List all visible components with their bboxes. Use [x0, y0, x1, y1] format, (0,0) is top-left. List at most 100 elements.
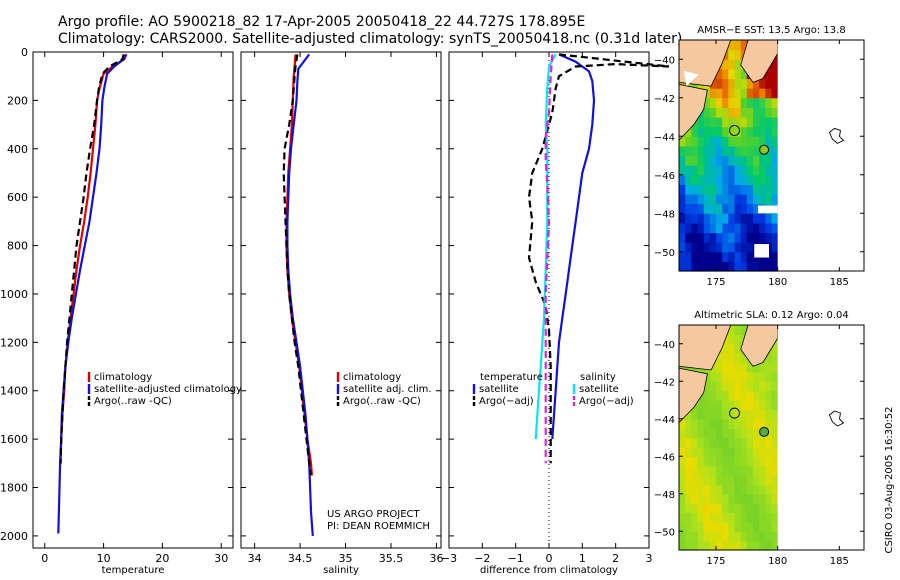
map-cell — [740, 353, 748, 364]
map-cell — [722, 203, 729, 214]
map-cell — [765, 503, 773, 514]
map-cell — [759, 261, 766, 272]
map-cell — [734, 418, 742, 429]
map-cell — [703, 475, 711, 485]
map-y-tick-label: −48 — [654, 209, 675, 220]
map-cell — [716, 418, 723, 429]
map-cell — [740, 475, 748, 485]
map-cell — [771, 446, 779, 457]
map-cell — [722, 381, 729, 392]
map-cell — [709, 484, 717, 495]
map-cell — [740, 88, 748, 99]
map-cell — [740, 213, 748, 224]
map-cell — [679, 165, 686, 176]
map-cell — [771, 97, 779, 108]
map-cell — [691, 174, 699, 185]
map-cell — [771, 493, 779, 504]
map-cell — [697, 446, 705, 457]
series-line-argo-raw-qc- — [282, 54, 313, 476]
map-cell — [734, 334, 742, 345]
map-cell — [691, 531, 699, 542]
map-cell — [734, 126, 742, 137]
map-cell — [753, 203, 760, 214]
map-cell — [722, 242, 729, 253]
map-cell — [765, 465, 773, 476]
map-cell — [740, 145, 748, 157]
map-cell — [703, 381, 711, 392]
map-cell — [716, 174, 723, 185]
map-cell — [746, 78, 754, 89]
map-cell — [765, 155, 773, 166]
map-cell — [685, 136, 692, 147]
map-cell — [722, 107, 729, 118]
map-cell — [716, 97, 723, 108]
y-tick-label: 1800 — [0, 482, 28, 495]
credit-pi: PI: DEAN ROEMMICH — [327, 521, 430, 532]
legend-label: satellite — [479, 384, 519, 395]
y-tick-label: 1400 — [0, 385, 28, 398]
map-cell — [728, 465, 736, 476]
map-cell — [765, 409, 773, 420]
map-cell — [740, 261, 748, 272]
map-cell — [697, 475, 705, 485]
map-cell — [753, 261, 760, 272]
legend-label: climatology — [94, 372, 152, 383]
map-cell — [722, 409, 729, 420]
map-cell — [728, 242, 736, 253]
x-tick-label: 20 — [155, 552, 169, 565]
map-cell — [734, 165, 742, 176]
map-cell — [679, 203, 686, 214]
map-cell — [753, 107, 760, 118]
island-outline — [729, 407, 740, 419]
map-cell — [753, 362, 760, 373]
map-cell — [685, 232, 692, 243]
map-cell — [679, 475, 686, 485]
map-cell — [722, 512, 729, 523]
map-cell — [753, 174, 760, 185]
map-cell — [771, 107, 779, 118]
map-cell — [709, 107, 717, 118]
map-y-tick-label: −40 — [654, 55, 675, 66]
x-tick-label: −2 — [474, 552, 490, 565]
map-cell — [765, 475, 773, 485]
map-cell — [746, 117, 754, 128]
map-cell — [691, 242, 699, 253]
map-cell — [728, 531, 736, 542]
map-cell — [679, 437, 686, 448]
y-tick-label: 1600 — [0, 433, 28, 446]
map-cell — [771, 222, 779, 234]
no-data-region — [777, 325, 864, 550]
map-cell — [703, 409, 711, 420]
map-cell — [734, 242, 742, 253]
map-cell — [679, 155, 686, 166]
map-cell — [685, 165, 692, 176]
map-cell — [716, 503, 723, 514]
map-cell — [722, 493, 729, 504]
map-cell — [740, 78, 748, 89]
map-cell — [753, 381, 760, 392]
y-tick-label: 800 — [7, 240, 28, 253]
map-cell — [734, 261, 742, 272]
map-cell — [771, 503, 779, 514]
map-cell — [679, 446, 686, 457]
series-line-argo-raw-qc- — [59, 54, 125, 464]
chatham-island — [828, 410, 845, 427]
map-cell — [753, 503, 760, 514]
legend-label: Argo(..raw -QC) — [94, 396, 172, 407]
map-cell — [679, 503, 686, 514]
map-cell — [765, 512, 773, 523]
map-cell — [722, 59, 729, 70]
map-cell — [746, 428, 754, 439]
map-cell — [685, 213, 692, 224]
x-axis-label: salinity — [323, 565, 359, 576]
map-cell — [765, 136, 773, 147]
series-line-climatology — [285, 54, 313, 476]
map-cell — [746, 503, 754, 514]
map-cell — [697, 136, 705, 147]
map-cell — [716, 136, 723, 147]
map-cell — [771, 456, 779, 467]
map-cell — [734, 194, 742, 205]
map-cell — [734, 521, 742, 532]
map-title: AMSR−E SST: 13.5 Argo: 13.8 — [697, 25, 845, 36]
map-cell — [716, 390, 723, 401]
